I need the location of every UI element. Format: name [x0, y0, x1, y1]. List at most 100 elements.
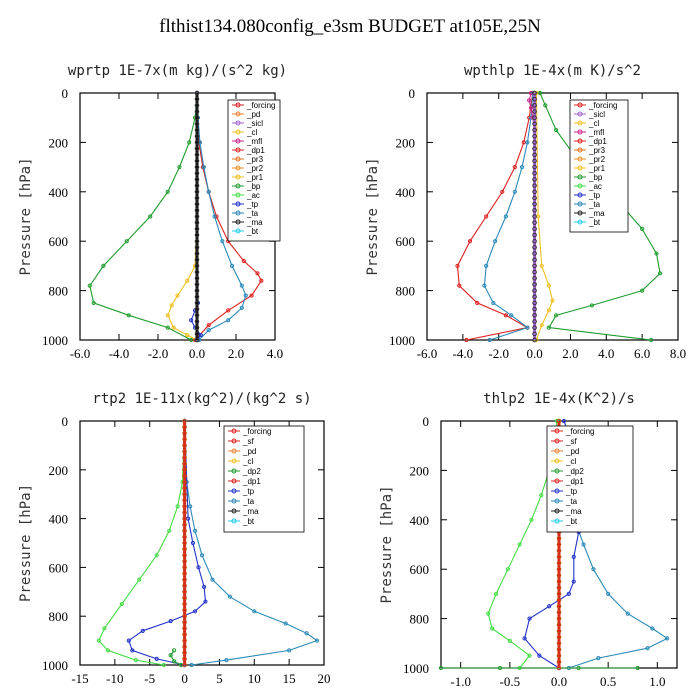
- legend-marker: [235, 129, 241, 135]
- legend-marker: [235, 210, 241, 216]
- series-point: [455, 263, 460, 268]
- series-point: [532, 275, 537, 281]
- series-point: [194, 90, 200, 96]
- series-point: [194, 146, 200, 151]
- series-point: [532, 232, 537, 238]
- x-tick-label: -4.0: [453, 346, 474, 361]
- y-axis-label: Pressure [hPa]: [18, 157, 34, 275]
- series-point: [665, 636, 670, 641]
- series-point: [194, 257, 200, 263]
- legend-marker: [235, 138, 241, 144]
- x-tick-label: 20: [318, 671, 331, 686]
- series-point: [182, 613, 187, 619]
- series-point: [119, 601, 124, 607]
- legend-label: _ta: [246, 209, 259, 218]
- series-point: [547, 604, 552, 609]
- series-point: [532, 121, 537, 127]
- series-point: [194, 313, 200, 318]
- series-point: [493, 239, 498, 244]
- chart-title: wprtp 1E-7x(m kg)/(s^2 kg): [68, 63, 287, 79]
- legend-marker: [554, 458, 560, 464]
- series-point: [239, 283, 244, 288]
- legend-label: _ma: [242, 507, 259, 516]
- series-point: [194, 158, 200, 164]
- legend-marker: [577, 111, 583, 117]
- legend-label: _bt: [588, 218, 601, 227]
- series-point: [194, 214, 200, 219]
- series-point: [527, 653, 532, 658]
- legend-label: _ta: [242, 497, 255, 506]
- series-point: [556, 610, 562, 615]
- series-point: [556, 628, 562, 634]
- legend-label: _sf: [565, 437, 577, 446]
- series-point: [194, 220, 200, 225]
- y-tick-label: 600: [49, 560, 69, 575]
- legend-marker: [235, 183, 241, 189]
- series-point: [532, 183, 537, 188]
- series-point: [189, 318, 194, 323]
- series-point: [230, 263, 235, 268]
- legend-label: _forcing: [588, 101, 617, 110]
- y-tick-label: 800: [396, 284, 416, 299]
- series-point: [532, 220, 537, 225]
- series-point: [199, 553, 205, 558]
- series-point: [556, 591, 562, 597]
- series-point: [505, 567, 510, 572]
- legend-label: _cl: [588, 119, 599, 128]
- series-point: [182, 485, 187, 491]
- legend-label: _dp1: [588, 137, 607, 146]
- legend-marker: [577, 129, 583, 135]
- legend-marker: [577, 183, 583, 189]
- series-point: [189, 662, 194, 668]
- series-point: [556, 554, 562, 560]
- legend-marker: [577, 147, 583, 153]
- series-point: [532, 96, 537, 102]
- legend-label: _mfl: [588, 128, 604, 137]
- series-point: [532, 140, 537, 145]
- series-point: [182, 620, 187, 625]
- series-point: [194, 164, 200, 170]
- legend-marker: [235, 165, 241, 171]
- series-point: [539, 323, 544, 328]
- series-point: [194, 121, 200, 127]
- series-point: [625, 611, 630, 616]
- series-point: [532, 201, 537, 207]
- legend-marker: [231, 498, 237, 504]
- x-tick-label: 6.0: [634, 346, 650, 361]
- series-line: [535, 92, 554, 341]
- series-point: [650, 626, 655, 631]
- series-point: [91, 300, 96, 306]
- series-point: [182, 528, 187, 534]
- series-point: [212, 214, 217, 219]
- legend-marker: [231, 518, 237, 524]
- series-point: [124, 239, 129, 244]
- series-point: [182, 534, 187, 540]
- legend-label: _forcing: [565, 427, 594, 436]
- legend-label: _dp1: [246, 146, 265, 155]
- series-point: [519, 165, 525, 170]
- legend-marker: [231, 468, 237, 474]
- legend-marker: [554, 438, 560, 444]
- legend-label: _bt: [242, 517, 255, 526]
- series-point: [194, 152, 200, 158]
- series-point: [512, 165, 517, 170]
- series-point: [182, 510, 187, 515]
- series-point: [182, 473, 187, 479]
- series-point: [182, 626, 187, 631]
- y-tick-label: 800: [410, 612, 430, 627]
- series-point: [194, 226, 200, 232]
- x-tick-label: 0.0: [189, 346, 205, 361]
- legend: _forcing_sf_pd_cl_dp2_dp1_tp_ta_ma_bt: [223, 425, 305, 533]
- legend-label: _ac: [246, 191, 260, 200]
- legend-marker: [235, 120, 241, 126]
- legend-label: _dp1: [565, 477, 584, 486]
- legend-label: _pr2: [588, 155, 606, 164]
- series-point: [194, 170, 200, 176]
- series-point: [201, 165, 206, 170]
- x-tick-label: 15: [283, 671, 296, 686]
- series-point: [482, 283, 487, 288]
- series-point: [525, 140, 530, 145]
- series-point: [201, 584, 207, 590]
